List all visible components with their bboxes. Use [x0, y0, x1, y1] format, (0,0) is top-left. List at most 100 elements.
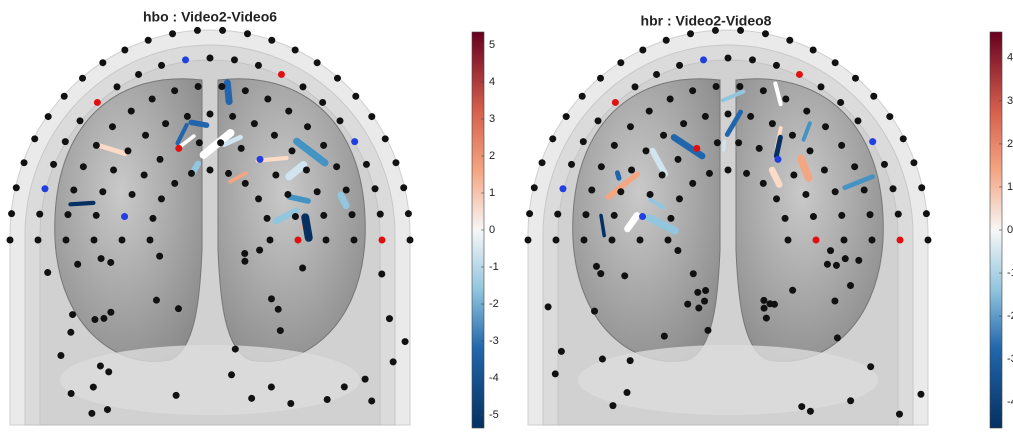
- optode: [304, 123, 311, 130]
- optode: [320, 142, 327, 149]
- colorbar-tick-label: -1: [489, 261, 499, 273]
- optode: [747, 113, 754, 120]
- optode: [229, 113, 236, 120]
- optode: [760, 180, 767, 187]
- optode: [847, 282, 854, 289]
- optode: [680, 120, 687, 127]
- panel-title: hbo : Video2-Video6: [143, 9, 277, 25]
- optode: [41, 185, 48, 192]
- optode: [628, 166, 635, 173]
- optode: [74, 261, 81, 268]
- optode: [852, 75, 859, 82]
- optode: [559, 185, 566, 192]
- optode: [832, 59, 839, 66]
- optode: [90, 384, 97, 391]
- optode: [762, 30, 769, 37]
- optode: [676, 195, 683, 202]
- optode: [299, 83, 306, 90]
- optode: [105, 368, 112, 375]
- optode: [611, 212, 618, 219]
- optode: [704, 327, 711, 334]
- optode: [241, 250, 248, 257]
- colorbar-tick-label: -1: [1007, 267, 1013, 279]
- optode: [372, 185, 379, 192]
- optode: [175, 305, 182, 312]
- colorbar-tick-label: 1: [489, 187, 495, 199]
- colorbar-tick-label: 0: [1007, 224, 1013, 236]
- optode: [735, 139, 742, 146]
- optode: [674, 247, 681, 254]
- optode: [675, 156, 682, 163]
- optode: [702, 287, 709, 294]
- optode: [98, 255, 105, 262]
- optode: [870, 93, 877, 100]
- optode: [67, 329, 74, 336]
- optode: [861, 186, 868, 193]
- optode: [676, 62, 683, 69]
- optode: [379, 237, 386, 244]
- optode: [667, 215, 674, 222]
- optode: [782, 95, 789, 102]
- optode: [225, 170, 232, 177]
- optode: [700, 56, 707, 63]
- optode: [241, 258, 248, 265]
- cerebellum: [578, 345, 878, 415]
- optode: [689, 87, 696, 94]
- optode: [7, 237, 14, 244]
- optode: [295, 237, 302, 244]
- channel: [341, 195, 346, 206]
- optode: [851, 163, 858, 170]
- optode: [749, 56, 756, 63]
- optode: [255, 62, 262, 69]
- optode: [667, 95, 674, 102]
- optode: [568, 161, 575, 168]
- optode: [362, 376, 369, 383]
- optode: [145, 37, 152, 44]
- optode: [701, 298, 708, 305]
- optode: [351, 237, 358, 244]
- optode: [142, 132, 149, 139]
- optode: [582, 211, 589, 218]
- head-panel: [525, 27, 932, 425]
- cerebellum: [60, 345, 360, 415]
- optode: [563, 113, 570, 120]
- optode: [324, 396, 331, 403]
- optode: [64, 211, 71, 218]
- colorbar-tick-label: -5: [489, 409, 499, 421]
- optode: [171, 87, 178, 94]
- optode: [228, 371, 235, 378]
- optode: [617, 59, 624, 66]
- optode: [255, 195, 262, 202]
- optode: [736, 83, 743, 90]
- optode: [352, 93, 359, 100]
- optode: [268, 37, 275, 44]
- optode: [320, 212, 327, 219]
- optode: [107, 309, 114, 316]
- optode: [173, 392, 180, 399]
- colorbar-tick-label: 3: [1007, 95, 1013, 107]
- optode: [660, 132, 667, 139]
- optode: [526, 210, 533, 217]
- optode: [842, 255, 849, 262]
- optode: [771, 301, 778, 308]
- optode: [854, 117, 861, 124]
- optode: [114, 83, 121, 90]
- optode: [580, 138, 587, 145]
- optode: [188, 170, 195, 177]
- optode: [153, 297, 160, 304]
- optode: [407, 237, 414, 244]
- optode: [690, 270, 697, 277]
- optode: [525, 237, 532, 244]
- optode: [769, 120, 776, 127]
- optode: [264, 95, 271, 102]
- optode: [621, 272, 628, 279]
- optode: [107, 259, 114, 266]
- optode: [910, 159, 917, 166]
- optode: [157, 156, 164, 163]
- optode: [303, 166, 310, 173]
- optode: [232, 346, 239, 353]
- optode: [207, 55, 214, 62]
- optode: [639, 213, 646, 220]
- optode: [8, 210, 15, 217]
- optode: [702, 113, 709, 120]
